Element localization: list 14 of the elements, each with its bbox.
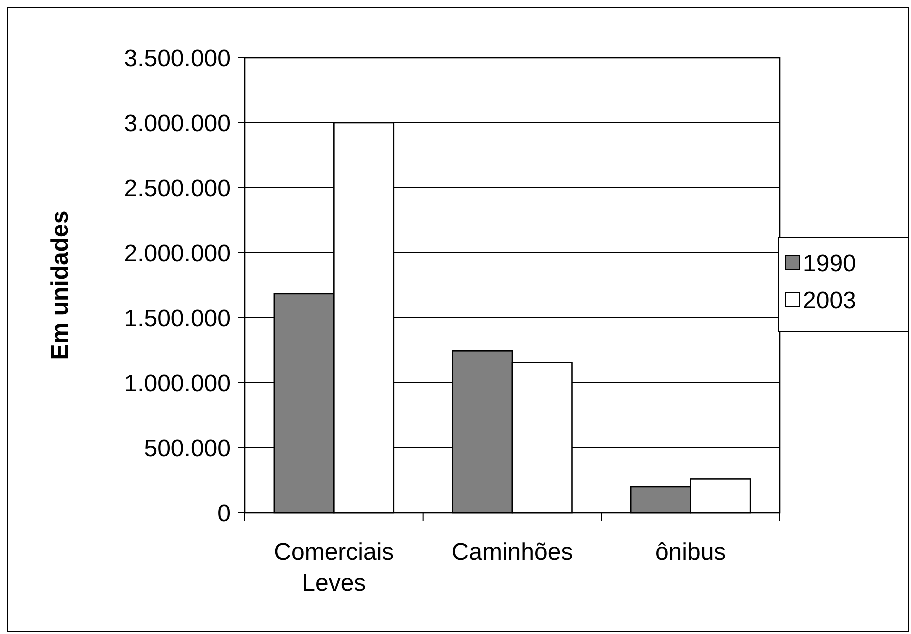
y-tick-label: 3.500.000 bbox=[124, 45, 231, 72]
y-tick-label: 1.000.000 bbox=[124, 370, 231, 398]
x-tick-label: Caminhões bbox=[452, 539, 574, 566]
x-tick-label: Comerciais Leves bbox=[274, 539, 394, 597]
y-axis-title: Em unidades bbox=[47, 210, 74, 360]
x-tick-label: ônibus bbox=[655, 539, 726, 566]
y-tick-label: 0 bbox=[218, 500, 231, 528]
legend-label: 1990 bbox=[803, 250, 856, 278]
legend-label: 2003 bbox=[803, 287, 856, 314]
y-tick-label: 2.500.000 bbox=[124, 175, 231, 202]
y-tick-label: 2.000.000 bbox=[124, 240, 231, 268]
y-tick-label: 500.000 bbox=[144, 435, 231, 462]
y-tick-label: 3.000.000 bbox=[124, 110, 231, 138]
y-tick-label: 1.500.000 bbox=[124, 305, 231, 332]
